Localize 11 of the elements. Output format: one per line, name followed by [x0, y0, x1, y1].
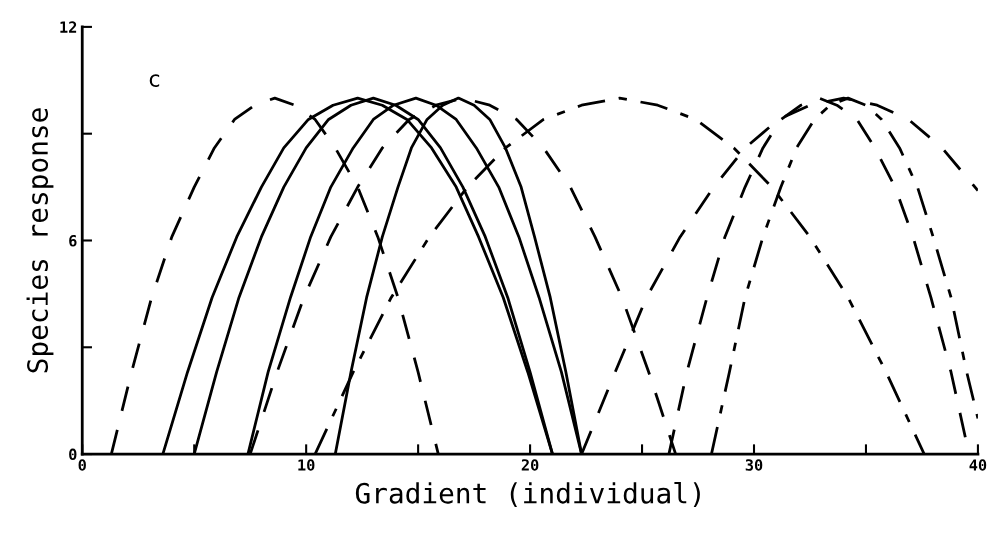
x-tick-label: 0: [78, 459, 86, 471]
annotation: c: [149, 74, 160, 88]
y-tick-label: 6: [69, 234, 77, 247]
y-tick-label: 12: [60, 21, 77, 33]
y-tick-label: 0: [69, 448, 77, 461]
x-tick-label: 40: [969, 459, 987, 471]
x-tick-label: 20: [521, 459, 539, 471]
y-axis-title: Species response: [26, 108, 54, 373]
x-tick-label: 30: [745, 459, 763, 471]
x-axis-title: Gradient (individual): [355, 482, 700, 507]
x-tick-label: 10: [298, 459, 315, 471]
